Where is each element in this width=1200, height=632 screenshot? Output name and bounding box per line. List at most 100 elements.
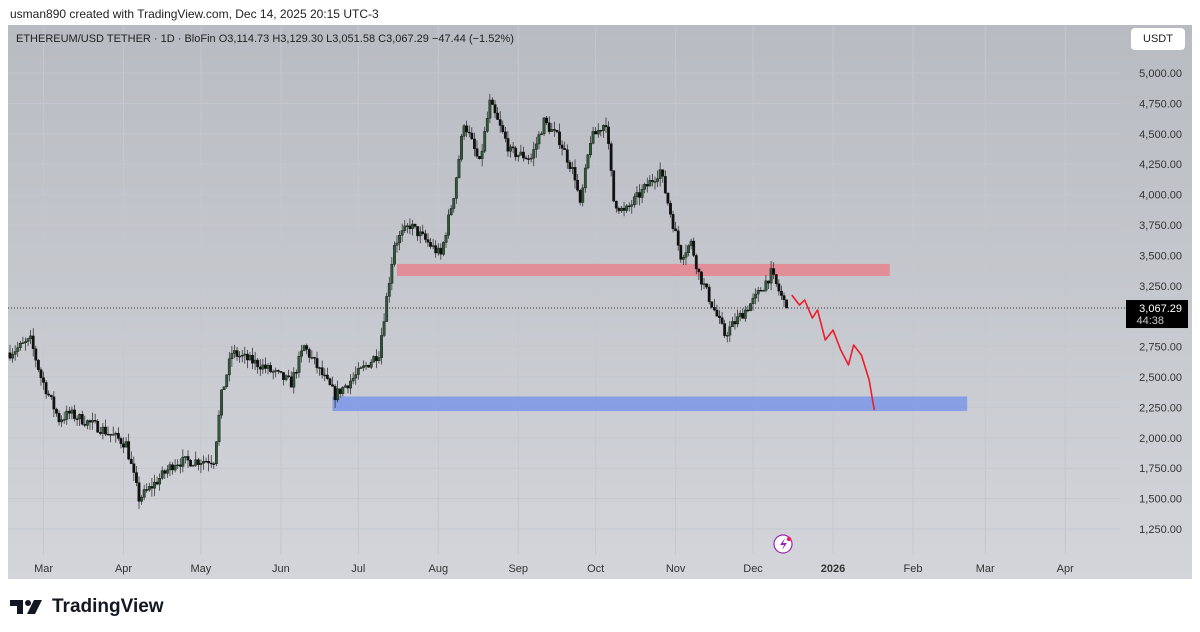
candle-body	[462, 125, 466, 137]
candle-body	[85, 420, 89, 426]
candle-body	[506, 138, 510, 152]
candle-body	[785, 299, 788, 309]
candle-body	[620, 207, 623, 212]
chart-panel[interactable]	[8, 25, 1192, 579]
candle-body	[256, 359, 260, 368]
candle-body	[702, 283, 706, 285]
candle-body	[184, 456, 187, 458]
candle-body	[514, 147, 518, 158]
candle-body	[114, 432, 118, 435]
candle-body	[240, 355, 244, 357]
candle-body	[496, 112, 500, 120]
candle-body	[16, 347, 20, 352]
candle-body	[13, 351, 17, 355]
candle-body	[689, 240, 693, 246]
candle-body	[568, 162, 572, 169]
candle-body	[70, 409, 74, 414]
candle-body	[465, 125, 469, 133]
candle-body	[52, 396, 56, 410]
lightning-icon[interactable]	[773, 534, 793, 554]
candle-body	[439, 247, 443, 255]
candle-body	[251, 355, 254, 364]
candle-body	[354, 374, 358, 379]
candle-body	[217, 414, 221, 443]
candle-body	[684, 252, 688, 258]
candle-body	[199, 463, 203, 465]
candle-body	[62, 419, 66, 421]
candle-body	[165, 469, 169, 474]
candle-body	[328, 378, 332, 385]
candle-body	[129, 458, 133, 464]
candle-body	[442, 242, 445, 255]
candle-body	[168, 464, 172, 471]
candle-body	[176, 464, 180, 467]
x-tick-label: Apr	[115, 563, 132, 575]
candle-body	[356, 368, 360, 375]
candle-body	[60, 419, 64, 423]
candle-body	[336, 388, 340, 401]
candle-body	[235, 350, 239, 357]
candle-body	[271, 371, 275, 373]
candle-body	[405, 225, 409, 227]
candle-body	[302, 345, 306, 352]
candle-body	[403, 225, 407, 231]
candle-body	[563, 148, 567, 150]
candle-body	[761, 290, 765, 292]
candle-body	[292, 372, 296, 388]
candle-body	[741, 313, 745, 319]
candle-body	[491, 99, 494, 105]
candle-body	[225, 374, 229, 387]
candle-body	[204, 460, 208, 463]
candle-body	[104, 426, 107, 435]
candle-body	[173, 465, 177, 471]
candle-body	[137, 482, 141, 502]
candle-body	[503, 131, 507, 139]
candle-body	[266, 365, 270, 369]
forecast-line	[791, 294, 876, 411]
candle-body	[728, 326, 732, 336]
candle-body	[349, 380, 352, 389]
candle-body	[764, 280, 768, 291]
y-tick-label: 3,500.00	[1139, 250, 1182, 262]
candle-body	[447, 214, 450, 236]
candle-body	[516, 154, 520, 158]
candle-body	[186, 456, 190, 461]
candle-body	[723, 323, 727, 336]
candle-body	[194, 459, 198, 466]
candle-body	[80, 414, 84, 425]
symbol-legend: ETHEREUM/USD TETHER · 1D · BloFin O3,114…	[16, 33, 514, 45]
candle-body	[145, 489, 149, 491]
currency-button[interactable]: USDT	[1131, 28, 1185, 50]
last-price-label: 3,067.29	[1139, 303, 1182, 315]
candle-body	[591, 131, 595, 144]
y-tick-label: 3,750.00	[1139, 220, 1182, 232]
candle-body	[534, 143, 538, 150]
candle-body	[759, 290, 763, 292]
candle-body	[111, 434, 115, 436]
candle-body	[478, 156, 481, 159]
candle-body	[429, 242, 432, 247]
candle-body	[720, 317, 724, 324]
candle-body	[67, 410, 71, 414]
candle-body	[565, 149, 569, 163]
candle-body	[700, 271, 703, 285]
candle-body	[21, 342, 25, 345]
candle-body	[248, 355, 252, 361]
candle-body	[705, 283, 709, 288]
candle-body	[372, 356, 376, 363]
y-tick-label: 4,250.00	[1139, 159, 1182, 171]
candle-body	[387, 283, 391, 297]
candle-body	[666, 192, 670, 204]
candle-body	[622, 207, 626, 211]
candle-body	[767, 280, 770, 284]
candle-body	[674, 228, 678, 232]
candle-body	[150, 486, 154, 489]
candle-body	[612, 170, 616, 202]
candle-body	[418, 231, 422, 237]
candle-body	[135, 472, 138, 483]
candle-body	[212, 463, 216, 465]
candle-body	[153, 481, 156, 489]
candle-body	[132, 463, 136, 473]
candle-body	[367, 365, 371, 368]
